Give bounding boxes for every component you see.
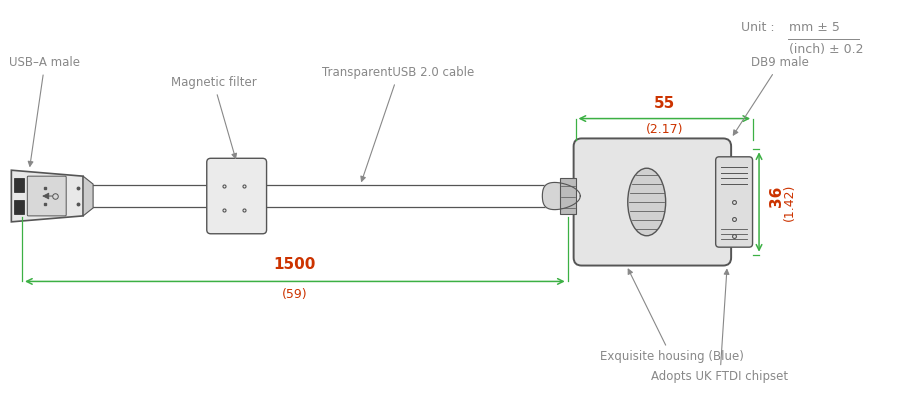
Text: 1500: 1500 xyxy=(274,258,316,272)
Polygon shape xyxy=(83,176,93,216)
Text: 55: 55 xyxy=(653,96,675,111)
FancyBboxPatch shape xyxy=(573,138,731,266)
Text: mm ± 5: mm ± 5 xyxy=(789,21,840,34)
Bar xyxy=(560,178,576,214)
Text: 36: 36 xyxy=(769,185,784,207)
FancyBboxPatch shape xyxy=(207,158,266,234)
Text: TransparentUSB 2.0 cable: TransparentUSB 2.0 cable xyxy=(322,66,474,181)
Text: (1.42): (1.42) xyxy=(783,183,796,221)
Text: (59): (59) xyxy=(282,288,308,301)
Polygon shape xyxy=(12,170,83,222)
Bar xyxy=(14,178,24,192)
Bar xyxy=(14,200,24,214)
Text: USB–A male: USB–A male xyxy=(9,56,80,166)
Text: DB9 male: DB9 male xyxy=(734,56,809,135)
FancyBboxPatch shape xyxy=(716,157,752,247)
Text: (2.17): (2.17) xyxy=(645,122,683,136)
Text: Magnetic filter: Magnetic filter xyxy=(171,76,256,158)
FancyBboxPatch shape xyxy=(27,176,67,216)
Ellipse shape xyxy=(628,168,666,236)
Text: Exquisite housing (Blue): Exquisite housing (Blue) xyxy=(599,269,743,364)
Text: (inch) ± 0.2: (inch) ± 0.2 xyxy=(789,43,863,56)
Text: Adopts UK FTDI chipset: Adopts UK FTDI chipset xyxy=(652,270,788,383)
Text: Unit :: Unit : xyxy=(741,21,775,34)
Polygon shape xyxy=(543,182,580,210)
